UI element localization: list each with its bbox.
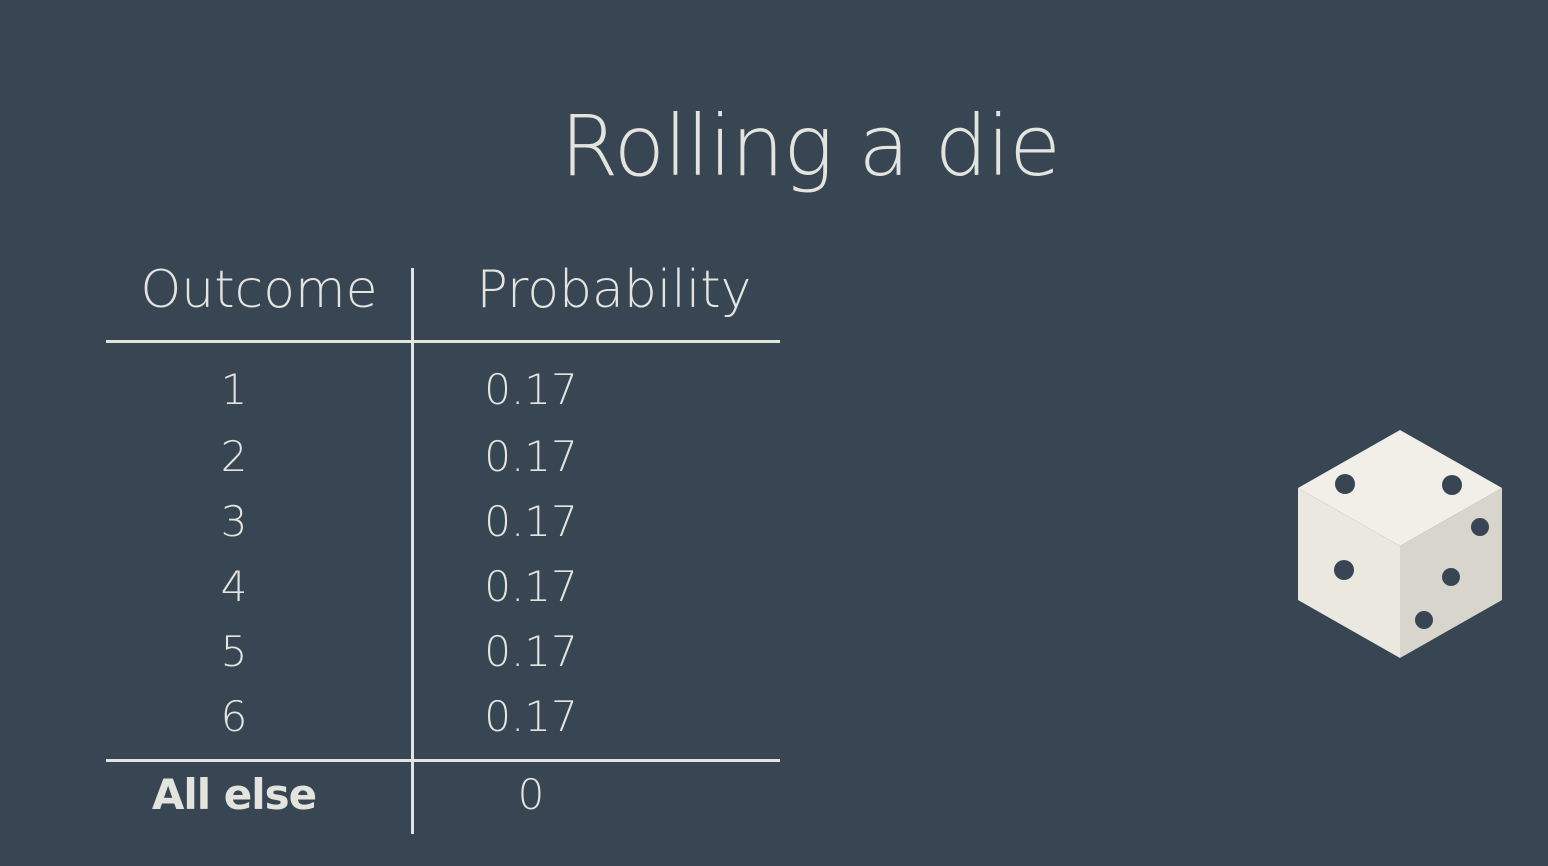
table-row: 2 0.17	[106, 425, 780, 489]
all-else-label: All else	[151, 770, 317, 819]
all-else-probability: 0	[517, 770, 545, 819]
table-row: 5 0.17	[106, 620, 780, 684]
probability-value: 0.17	[484, 562, 578, 611]
probability-value: 0.17	[484, 365, 578, 414]
probability-value: 0.17	[484, 692, 578, 741]
outcome-value: 1	[220, 365, 248, 414]
probability-value: 0.17	[484, 432, 578, 481]
probability-table: Outcome Probability 1 0.17 2 0.17 3 0.17…	[106, 260, 780, 835]
table-row: 1 0.17	[106, 358, 780, 422]
die-icon	[1290, 430, 1510, 660]
outcome-value: 6	[220, 692, 248, 741]
probability-value: 0.17	[484, 497, 578, 546]
column-divider	[411, 268, 414, 834]
probability-header: Probability	[476, 260, 752, 320]
table-row: 3 0.17	[106, 490, 780, 554]
outcome-value: 2	[220, 432, 248, 481]
total-divider	[106, 759, 780, 762]
header-divider	[106, 340, 780, 343]
outcome-value: 5	[220, 627, 248, 676]
total-row: All else 0	[106, 763, 780, 827]
outcome-header: Outcome	[140, 260, 378, 320]
outcome-value: 4	[220, 562, 248, 611]
probability-value: 0.17	[484, 627, 578, 676]
table-row: 6 0.17	[106, 685, 780, 749]
table-row: 4 0.17	[106, 555, 780, 619]
slide-title: Rolling a die	[560, 97, 1061, 195]
outcome-value: 3	[220, 497, 248, 546]
